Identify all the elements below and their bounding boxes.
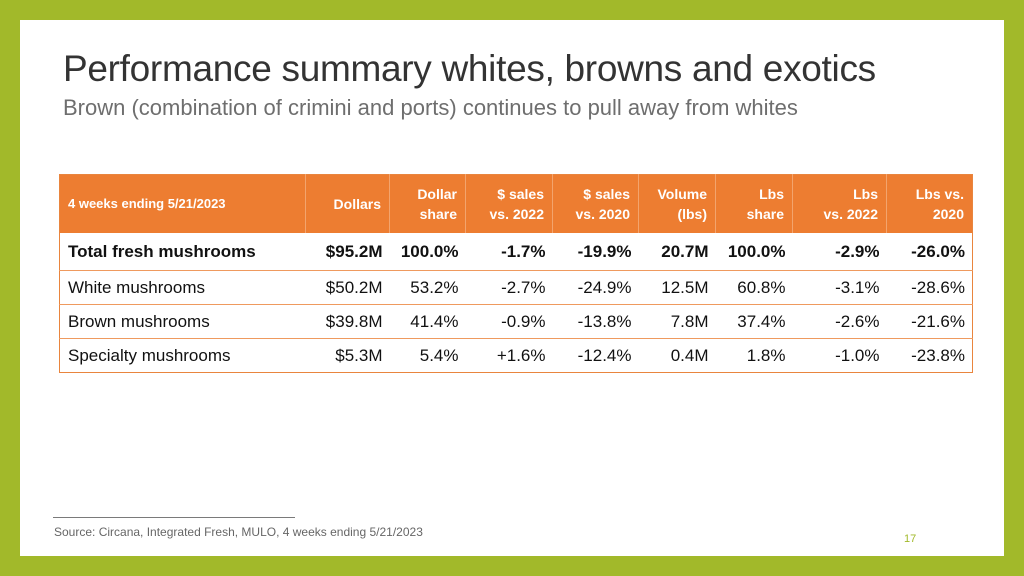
table-cell: Specialty mushrooms — [59, 338, 306, 373]
table-cell: -2.9% — [835, 241, 880, 261]
table-row: Specialty mushrooms $5.3M 5.4% +1.6% -12… — [59, 338, 973, 373]
source-footnote: Source: Circana, Integrated Fresh, MULO,… — [54, 525, 423, 539]
table-cell: -1.0% — [792, 338, 887, 373]
header-lbs-share: Lbs share — [715, 174, 793, 233]
table-cell: +1.6% — [465, 338, 553, 373]
table-cell: Brown mushrooms — [59, 304, 306, 339]
table-cell: 7.8M — [638, 304, 716, 339]
performance-table: 4 weeks ending 5/21/2023 Dollars Dollar s… — [59, 174, 973, 373]
table-cell: $39.8M — [305, 304, 390, 339]
table-cell: 53.2% — [389, 270, 466, 305]
table-cell: 20.7M — [661, 241, 709, 261]
table-cell: -0.9% — [465, 304, 553, 339]
header-volume: Volume (lbs) — [638, 174, 716, 233]
table-cell: 100.0% — [727, 241, 786, 261]
header-lbs-vs-2020: Lbs vs. 2020 — [915, 186, 964, 222]
header-dollars: Dollars — [305, 174, 390, 233]
page-number: 17 — [904, 533, 917, 545]
table-cell: -21.6% — [886, 304, 973, 339]
table-cell: 60.8% — [715, 270, 793, 305]
slide-subtitle: Brown (combination of crimini and ports)… — [63, 95, 798, 120]
table-row: Brown mushrooms $39.8M 41.4% -0.9% -13.8… — [59, 304, 973, 339]
table-cell: $95.2M — [325, 241, 383, 261]
table-cell: 1.8% — [715, 338, 793, 373]
slide: Performance summary whites, browns and e… — [20, 20, 1004, 556]
header-dollar-share: Dollar share — [389, 174, 466, 233]
table-row-total: Total fresh mushrooms $95.2M 100.0% -1.7… — [60, 233, 973, 271]
header-period: 4 weeks ending 5/21/2023 — [59, 174, 306, 233]
header-lbs-vs-2022: Lbs vs. 2022 — [792, 174, 887, 233]
table-cell: Total fresh mushrooms — [68, 241, 256, 261]
table-cell: 100.0% — [400, 241, 459, 261]
slide-title: Performance summary whites, browns and e… — [63, 48, 876, 89]
table-cell: 12.5M — [638, 270, 716, 305]
header-sales-vs-2022: $ sales vs. 2022 — [465, 174, 553, 233]
table-cell: $5.3M — [305, 338, 390, 373]
table-cell: 5.4% — [389, 338, 466, 373]
table-cell: -1.7% — [501, 241, 546, 261]
table-cell: -3.1% — [792, 270, 887, 305]
table-cell: $50.2M — [305, 270, 390, 305]
table-cell: 41.4% — [389, 304, 466, 339]
header-sales-vs-2020: $ sales vs. 2020 — [552, 174, 639, 233]
footnote-divider — [53, 517, 295, 518]
table-cell: -12.4% — [552, 338, 639, 373]
table-header-row: 4 weeks ending 5/21/2023 Dollars Dollar s… — [59, 174, 973, 233]
table-cell: -13.8% — [552, 304, 639, 339]
table-cell: -24.9% — [552, 270, 639, 305]
table-cell: -2.7% — [465, 270, 553, 305]
table-row: White mushrooms $50.2M 53.2% -2.7% -24.9… — [59, 270, 973, 305]
table-cell: -23.8% — [886, 338, 973, 373]
table-cell: -2.6% — [792, 304, 887, 339]
table-cell: 37.4% — [715, 304, 793, 339]
table-cell: 0.4M — [638, 338, 716, 373]
table-cell: White mushrooms — [59, 270, 306, 305]
table-cell: -26.0% — [911, 241, 965, 261]
table-cell: -19.9% — [577, 241, 632, 261]
table-cell: -28.6% — [886, 270, 973, 305]
